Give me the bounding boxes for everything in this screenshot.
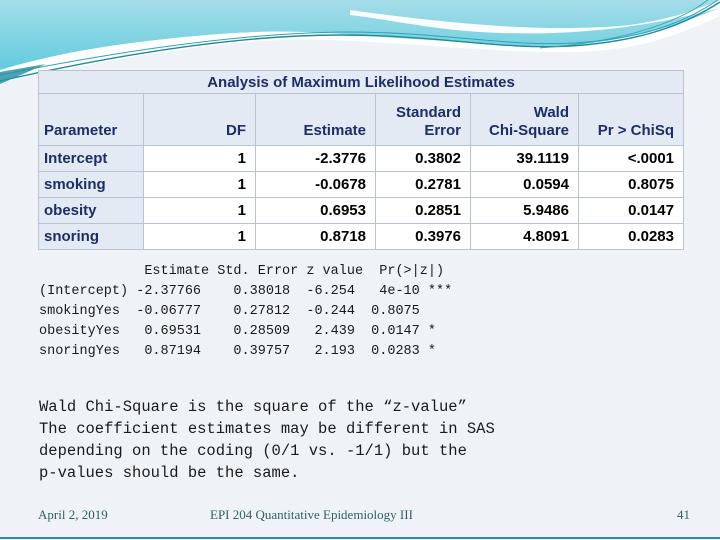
cell-estimate: -0.0678: [255, 171, 376, 198]
cell-pr: 0.8075: [578, 171, 684, 198]
footer-date: April 2, 2019: [38, 507, 108, 522]
header-swirl-graphic: [0, 0, 720, 84]
cell-wald: 39.1119: [470, 145, 579, 172]
cell-pr: 0.0283: [578, 223, 684, 250]
cell-df: 1: [143, 145, 256, 172]
col-header-standard-error: Standard Error: [375, 93, 471, 146]
param-label: Intercept: [38, 145, 144, 172]
col-header-pr-chisq: Pr > ChiSq: [578, 93, 684, 146]
table-row-obesity: obesity 1 0.6953 0.2851 5.9486 0.0147: [38, 197, 684, 224]
table-header-row: Parameter DF Estimate Standard Error Wal…: [38, 93, 684, 146]
cell-estimate: -2.3776: [255, 145, 376, 172]
sas-output-table: Analysis of Maximum Likelihood Estimates…: [38, 70, 684, 250]
cell-std-error: 0.3802: [375, 145, 471, 172]
cell-pr: <.0001: [578, 145, 684, 172]
cell-wald: 5.9486: [470, 197, 579, 224]
cell-pr: 0.0147: [578, 197, 684, 224]
cell-wald: 0.0594: [470, 171, 579, 198]
bottom-accent-line: [0, 537, 720, 539]
table-row-intercept: Intercept 1 -2.3776 0.3802 39.1119 <.000…: [38, 145, 684, 172]
r-console-output: Estimate Std. Error z value Pr(>|z|) (In…: [39, 264, 453, 359]
param-label: snoring: [38, 223, 144, 250]
table-title: Analysis of Maximum Likelihood Estimates: [38, 70, 684, 94]
cell-df: 1: [143, 197, 256, 224]
cell-std-error: 0.2851: [375, 197, 471, 224]
cell-std-error: 0.3976: [375, 223, 471, 250]
param-label: obesity: [38, 197, 144, 224]
col-header-wald-chisq: Wald Chi-Square: [470, 93, 579, 146]
footer-page-number: 41: [677, 507, 690, 522]
cell-estimate: 0.6953: [255, 197, 376, 224]
table-row-smoking: smoking 1 -0.0678 0.2781 0.0594 0.8075: [38, 171, 684, 198]
footer-course-title: EPI 204 Quantitative Epidemiology III: [210, 507, 413, 522]
note-text: Wald Chi-Square is the square of the “z-…: [39, 398, 495, 482]
cell-df: 1: [143, 223, 256, 250]
param-label: smoking: [38, 171, 144, 198]
cell-estimate: 0.8718: [255, 223, 376, 250]
col-header-estimate: Estimate: [255, 93, 376, 146]
col-header-df: DF: [143, 93, 256, 146]
cell-df: 1: [143, 171, 256, 198]
col-header-parameter: Parameter: [38, 93, 144, 146]
cell-std-error: 0.2781: [375, 171, 471, 198]
table-title-row: Analysis of Maximum Likelihood Estimates: [38, 70, 684, 94]
table-row-snoring: snoring 1 0.8718 0.3976 4.8091 0.0283: [38, 223, 684, 250]
cell-wald: 4.8091: [470, 223, 579, 250]
